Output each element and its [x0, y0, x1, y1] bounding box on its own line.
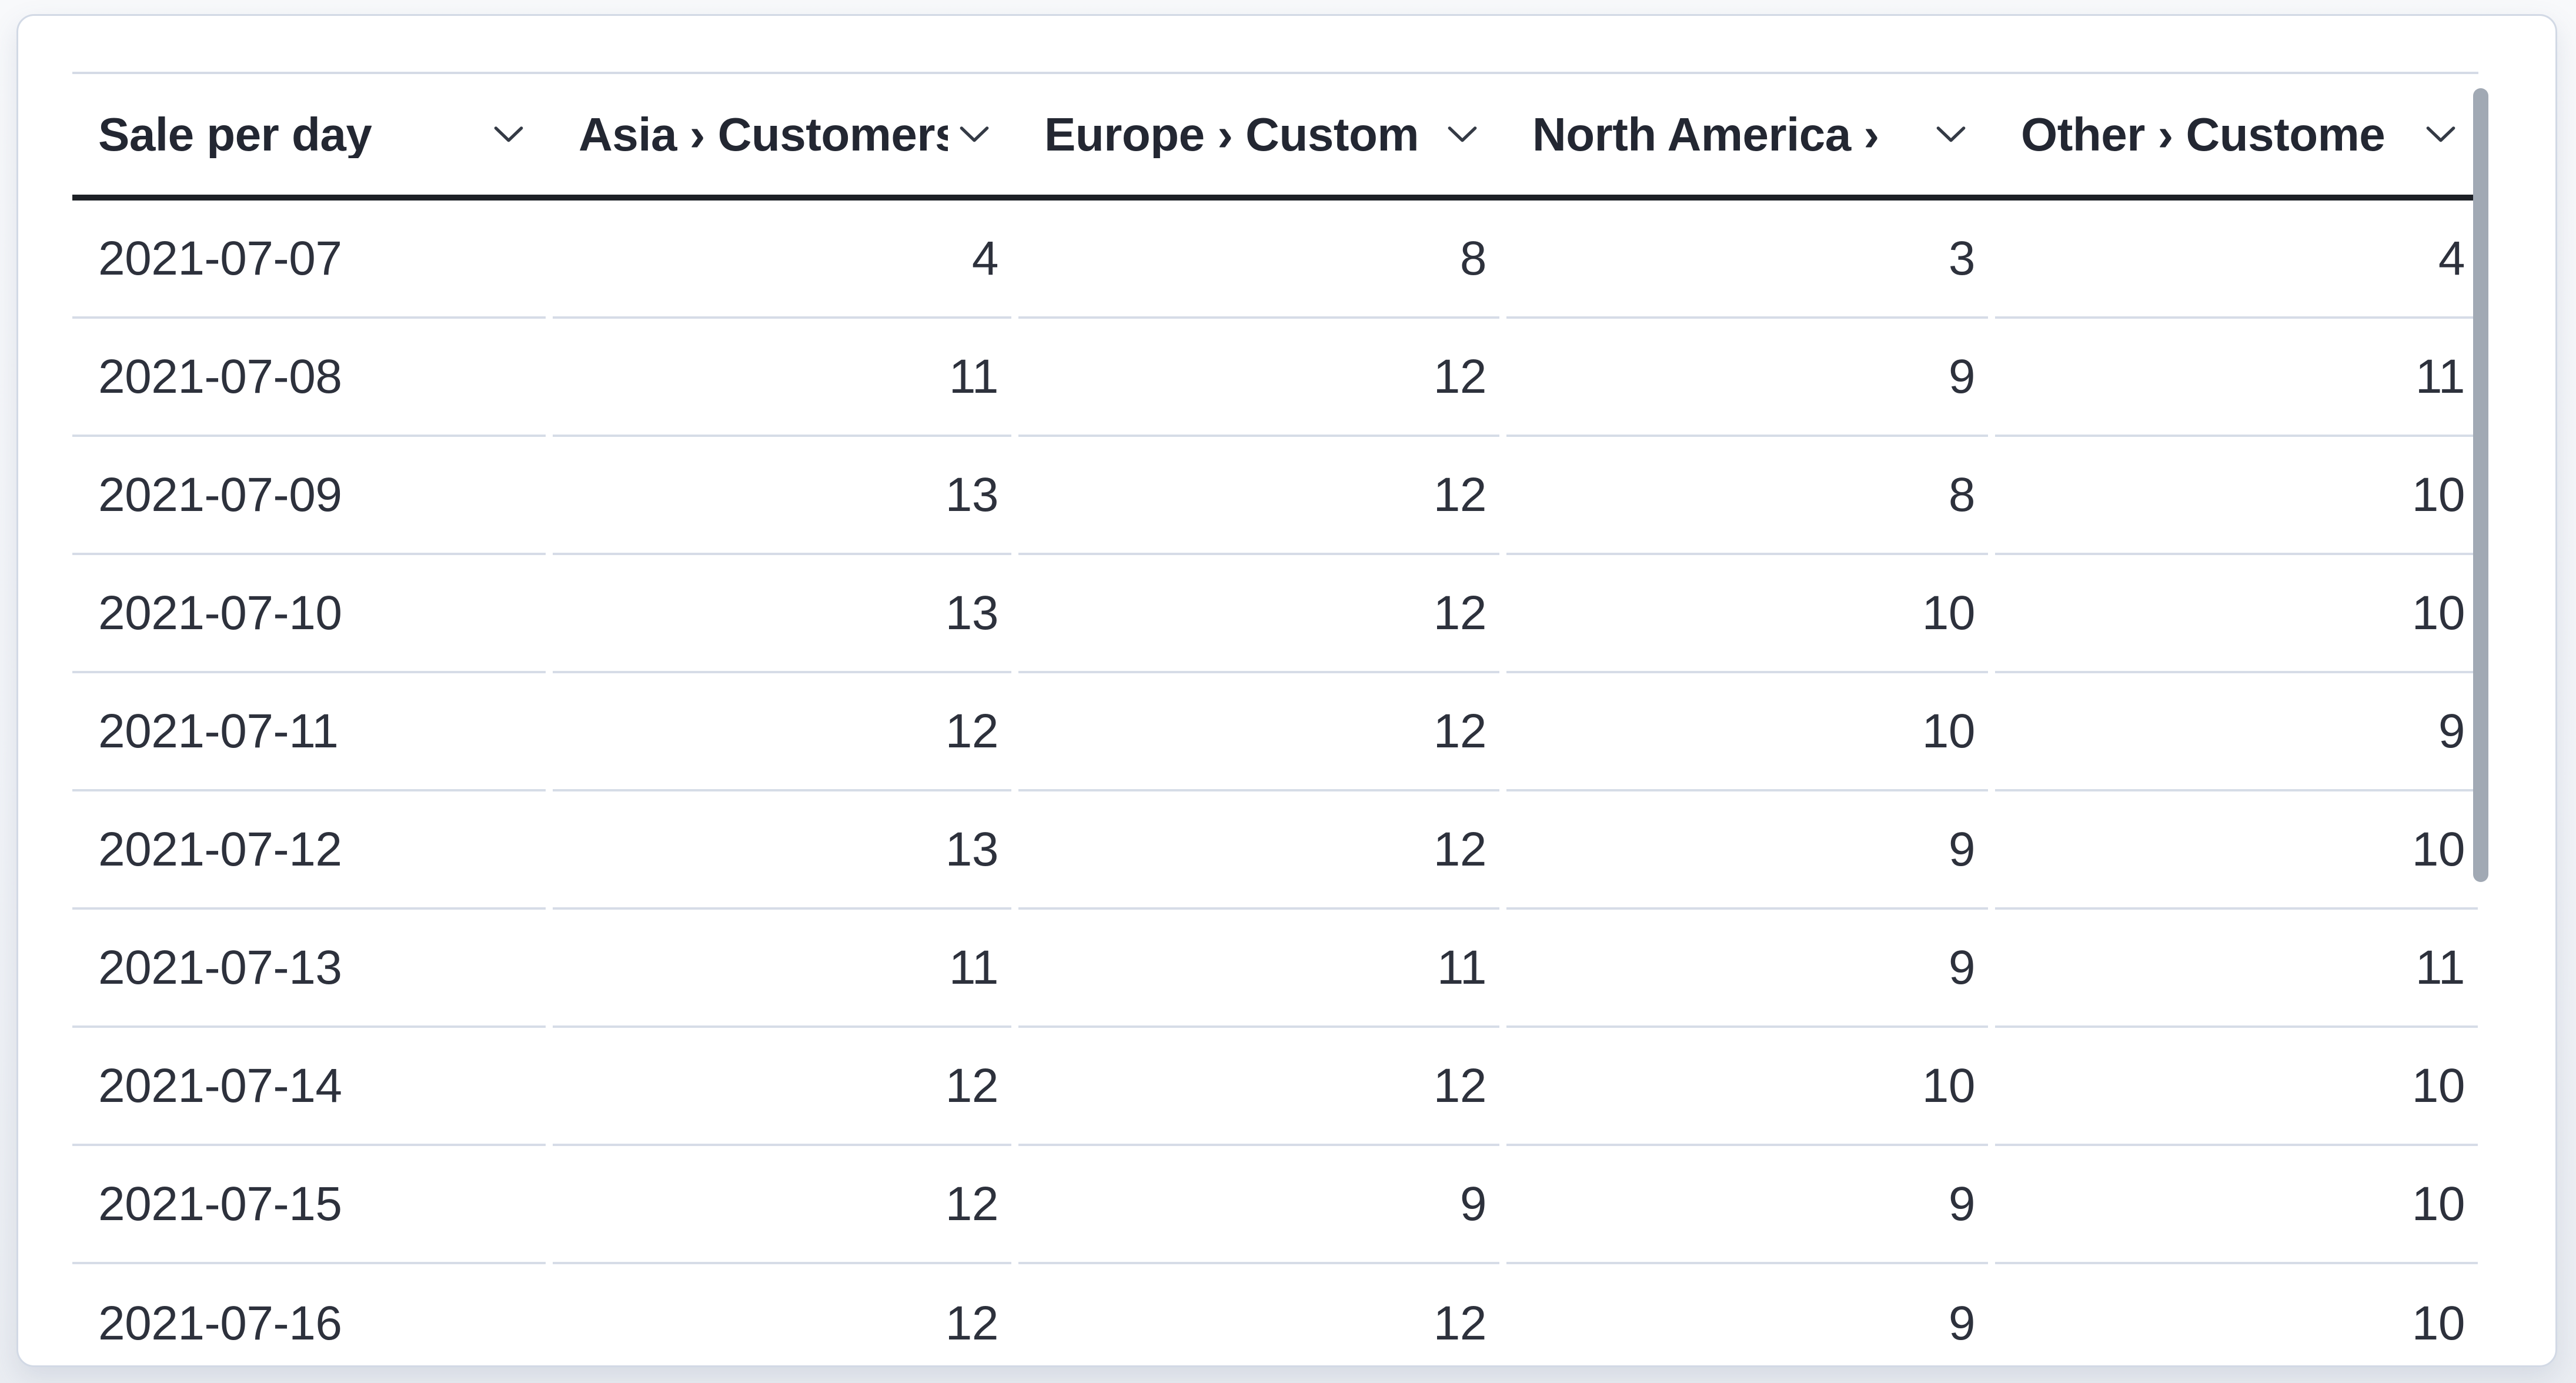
row-value-cell: 9	[1506, 1146, 1988, 1264]
row-date-cell: 2021-07-15	[72, 1146, 546, 1264]
row-value-cell: 3	[1506, 201, 1988, 319]
row-value-cell: 13	[553, 791, 1011, 910]
row-value-cell: 11	[553, 319, 1011, 437]
row-value-cell: 10	[1995, 437, 2478, 555]
row-value-cell: 12	[1018, 1028, 1499, 1146]
table-row: 2021-07-10 13 12 10 10	[72, 555, 2478, 673]
row-value-cell: 12	[553, 1146, 1011, 1264]
column-header-label: Asia › Customers	[579, 111, 948, 158]
row-value-cell: 10	[1995, 555, 2478, 673]
table-row: 2021-07-16 12 12 9 10	[72, 1264, 2478, 1365]
row-value-cell: 8	[1018, 201, 1499, 319]
row-value-cell: 11	[553, 910, 1011, 1028]
row-value-cell: 12	[553, 673, 1011, 791]
row-date-cell: 2021-07-08	[72, 319, 546, 437]
row-value-cell: 10	[1506, 673, 1988, 791]
table-header-row: Sale per day Asia › Customers Europe › C…	[72, 72, 2478, 201]
row-value-cell: 10	[2411, 1296, 2465, 1350]
row-value-cell: 12	[1018, 319, 1499, 437]
row-date-cell: 2021-07-14	[72, 1028, 546, 1146]
table-row: 2021-07-12 13 12 9 10	[72, 791, 2478, 910]
chevron-down-icon[interactable]	[2425, 125, 2457, 143]
data-table: Sale per day Asia › Customers Europe › C…	[72, 72, 2478, 1365]
table-panel: Sale per day Asia › Customers Europe › C…	[16, 14, 2557, 1367]
row-value-cell: 8	[1506, 437, 1988, 555]
column-header-label: Other › Custome	[2021, 111, 2385, 158]
column-header-asia[interactable]: Asia › Customers	[553, 74, 1011, 195]
table-body: 2021-07-07 4 8 3 4 2021-07-08 11 12 9 11 2021-07-0…	[72, 201, 2478, 1365]
row-value-cell: 11	[1995, 319, 2478, 437]
table-row: 2021-07-13 11 11 9 11	[72, 910, 2478, 1028]
row-date-cell: 2021-07-07	[72, 201, 546, 319]
column-header-label: Europe › Custom	[1044, 111, 1419, 158]
row-date-cell: 2021-07-10	[72, 555, 546, 673]
chevron-down-icon[interactable]	[1935, 125, 1967, 143]
row-date-cell: 2021-07-13	[72, 910, 546, 1028]
chevron-down-icon[interactable]	[958, 125, 990, 143]
column-header-label: North America ›	[1532, 111, 1879, 158]
table-row: 2021-07-09 13 12 8 10	[72, 437, 2478, 555]
column-header-europe[interactable]: Europe › Custom	[1018, 74, 1499, 195]
chevron-down-icon[interactable]	[493, 125, 524, 143]
row-value-cell: 12	[1018, 437, 1499, 555]
vertical-scrollbar-thumb[interactable]	[2473, 88, 2488, 882]
row-value-cell: 12	[1018, 673, 1499, 791]
row-date-cell: 2021-07-09	[72, 437, 546, 555]
row-value-cell: 9	[1995, 673, 2478, 791]
row-value-cell: 10	[1506, 555, 1988, 673]
column-header-north-america[interactable]: North America ›	[1506, 74, 1988, 195]
row-value-cell: 12	[1018, 791, 1499, 910]
row-value-cell: 10	[1995, 1028, 2478, 1146]
table-row: 2021-07-15 12 9 9 10	[72, 1146, 2478, 1264]
row-date-cell: 2021-07-16	[98, 1296, 342, 1350]
row-date-cell: 2021-07-11	[72, 673, 546, 791]
row-value-cell: 10	[1506, 1028, 1988, 1146]
row-value-cell: 9	[1018, 1146, 1499, 1264]
column-header-label: Sale per day	[98, 111, 372, 158]
row-value-cell: 12	[945, 1296, 999, 1350]
column-header-sale-per-day[interactable]: Sale per day	[72, 74, 546, 195]
row-value-cell: 4	[553, 201, 1011, 319]
table-row: 2021-07-08 11 12 9 11	[72, 319, 2478, 437]
row-value-cell: 10	[1995, 1146, 2478, 1264]
row-value-cell: 11	[1018, 910, 1499, 1028]
row-value-cell: 9	[1948, 1296, 1976, 1350]
row-value-cell: 9	[1506, 319, 1988, 437]
table-row: 2021-07-11 12 12 10 9	[72, 673, 2478, 791]
row-value-cell: 9	[1506, 791, 1988, 910]
row-value-cell: 10	[1995, 791, 2478, 910]
row-date-cell: 2021-07-12	[72, 791, 546, 910]
table-row: 2021-07-07 4 8 3 4	[72, 201, 2478, 319]
column-header-other[interactable]: Other › Custome	[1995, 74, 2478, 195]
row-value-cell: 12	[553, 1028, 1011, 1146]
row-value-cell: 9	[1506, 910, 1988, 1028]
row-value-cell: 12	[1433, 1296, 1487, 1350]
row-value-cell: 13	[553, 437, 1011, 555]
row-value-cell: 4	[1995, 201, 2478, 319]
chevron-down-icon[interactable]	[1446, 125, 1478, 143]
row-value-cell: 13	[553, 555, 1011, 673]
row-value-cell: 11	[1995, 910, 2478, 1028]
table-row: 2021-07-14 12 12 10 10	[72, 1028, 2478, 1146]
row-value-cell: 12	[1018, 555, 1499, 673]
